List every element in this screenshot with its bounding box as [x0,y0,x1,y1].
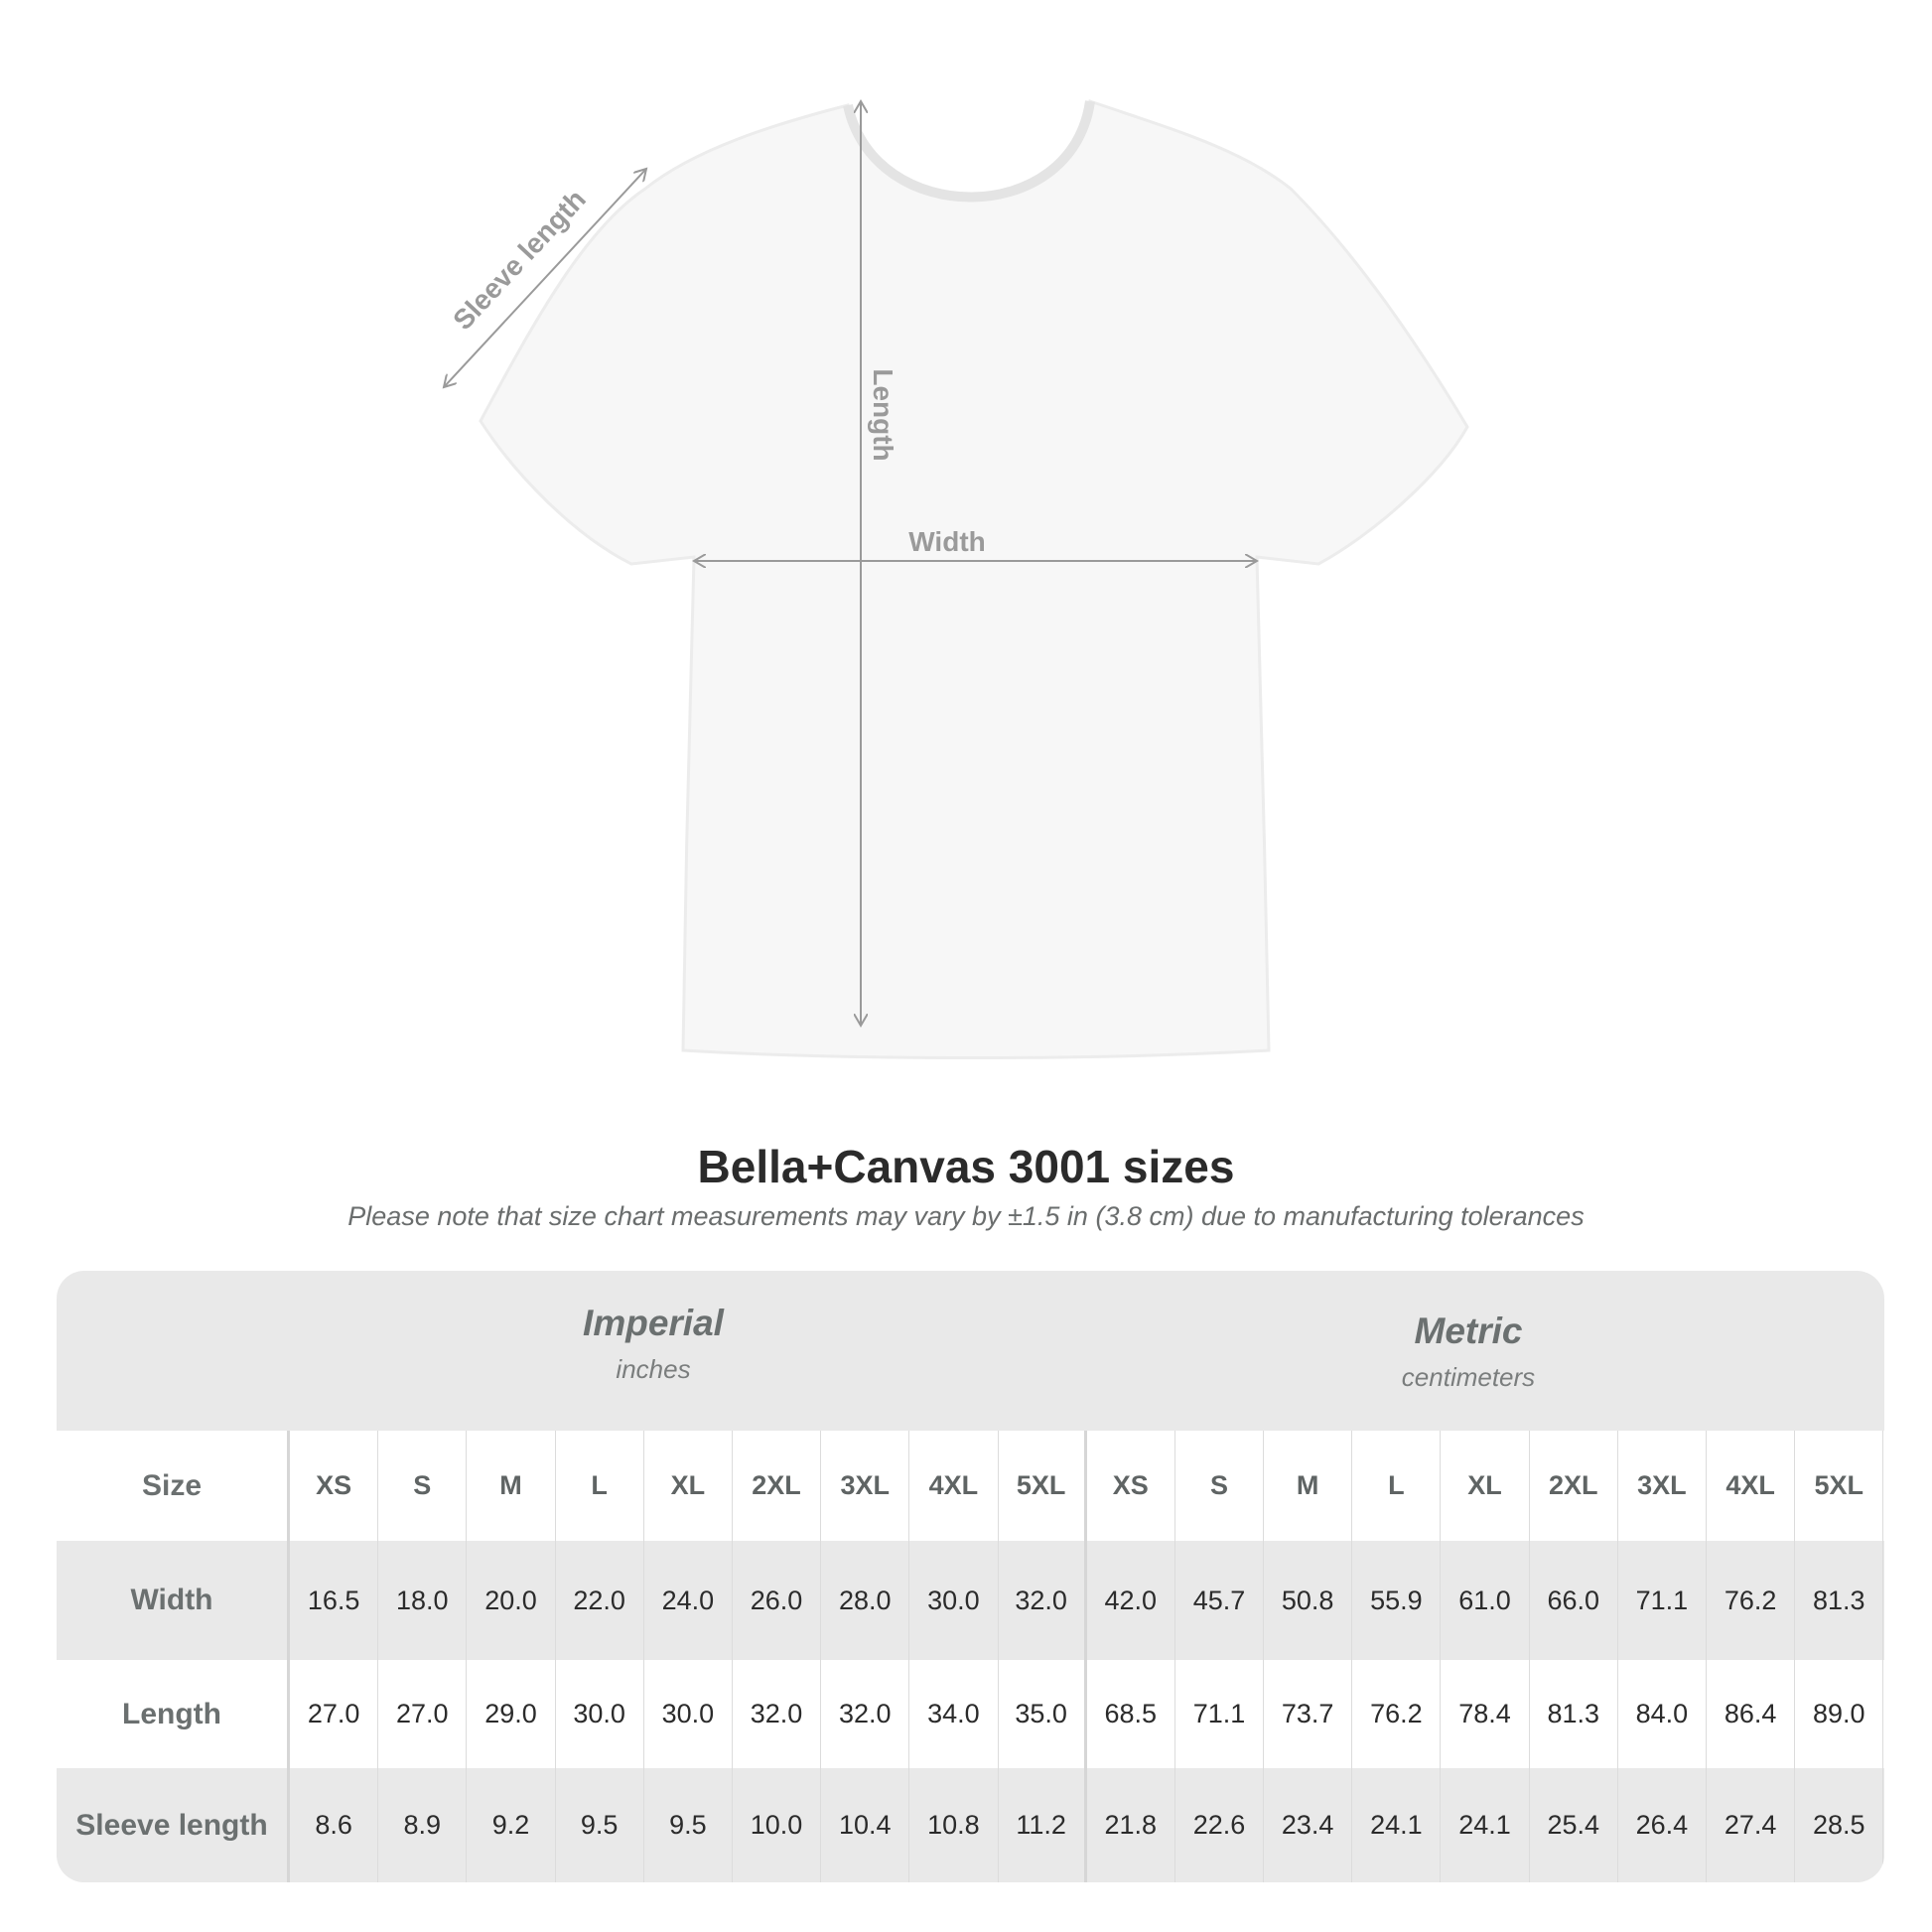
size-table: Imperial inches Metric centimeters Size X… [57,1271,1884,1882]
table-cell: 45.7 [1175,1541,1265,1660]
metric-unit: centimeters [1401,1362,1536,1392]
width-row: Width 16.5 18.0 20.0 22.0 24.0 26.0 28.0 30.0 32.… [57,1541,1884,1660]
table-cell: 28.0 [821,1541,910,1660]
table-cell: 30.0 [909,1541,999,1660]
table-cell: 8.9 [378,1768,468,1882]
table-cell: 30.0 [556,1660,644,1768]
table-cell: 10.0 [733,1768,822,1882]
size-header-row: Size XS S M L XL 2XL 3XL 4XL 5XL XS S M L XL 2XL 3XL 4XL 5… [57,1431,1884,1541]
size-header-cell: L [556,1431,644,1541]
table-cell: 68.5 [1087,1660,1175,1768]
table-cell: 26.4 [1618,1768,1707,1882]
table-cell: 9.2 [467,1768,556,1882]
imperial-title: Imperial [583,1303,724,1343]
row-label: Width [57,1541,290,1660]
table-cell: 32.0 [999,1541,1087,1660]
sleeve-length-row: Sleeve length 8.6 8.9 9.2 9.5 9.5 10.0 10.4 10.8… [57,1768,1884,1882]
table-cell: 24.1 [1441,1768,1530,1882]
row-label: Size [57,1431,290,1541]
table-cell: 22.6 [1175,1768,1265,1882]
table-cell: 9.5 [644,1768,733,1882]
table-cell: 32.0 [821,1660,910,1768]
size-header-cell: S [378,1431,468,1541]
table-cell: 16.5 [290,1541,379,1660]
table-cell: 81.3 [1795,1541,1884,1660]
table-cell: 11.2 [999,1768,1087,1882]
table-cell: 27.0 [290,1660,379,1768]
table-cell: 21.8 [1087,1768,1175,1882]
metric-title: Metric [1414,1311,1523,1351]
table-cell: 30.0 [644,1660,733,1768]
table-cell: 24.1 [1352,1768,1442,1882]
metric-header: Metric centimeters [1171,1311,1766,1393]
table-cell: 34.0 [909,1660,999,1768]
size-header-cell: XL [1441,1431,1530,1541]
table-cell: 71.1 [1618,1541,1707,1660]
table-cell: 55.9 [1352,1541,1442,1660]
row-label: Length [57,1660,290,1768]
table-cell: 27.4 [1707,1768,1796,1882]
table-cell: 10.4 [821,1768,910,1882]
table-cell: 61.0 [1441,1541,1530,1660]
size-header-cell: L [1352,1431,1442,1541]
size-header-cell: M [467,1431,556,1541]
table-cell: 50.8 [1264,1541,1353,1660]
size-header-cell: 2XL [733,1431,822,1541]
tshirt-diagram: Width Length Sleeve length [0,98,1469,1059]
size-header-cell: XS [290,1431,379,1541]
table-cell: 32.0 [733,1660,822,1768]
table-cell: 10.8 [909,1768,999,1882]
table-cell: 20.0 [467,1541,556,1660]
sleeve-measure-line [444,169,646,387]
size-header-cell: XL [644,1431,733,1541]
table-cell: 24.0 [644,1541,733,1660]
table-cell: 29.0 [467,1660,556,1768]
table-cell: 42.0 [1087,1541,1175,1660]
table-cell: 73.7 [1264,1660,1353,1768]
imperial-unit: inches [616,1354,691,1384]
size-header-cell: 5XL [1795,1431,1884,1541]
size-header-cell: M [1264,1431,1353,1541]
table-cell: 22.0 [556,1541,644,1660]
table-cell: 18.0 [378,1541,468,1660]
table-cell: 84.0 [1618,1660,1707,1768]
tshirt-image [479,98,1469,1059]
table-cell: 71.1 [1175,1660,1265,1768]
table-cell: 25.4 [1530,1768,1618,1882]
length-row: Length 27.0 27.0 29.0 30.0 30.0 32.0 32.0 34.0 35… [57,1660,1884,1768]
table-cell: 66.0 [1530,1541,1618,1660]
table-cell: 26.0 [733,1541,822,1660]
size-header-cell: 3XL [821,1431,910,1541]
table-cell: 78.4 [1441,1660,1530,1768]
table-cell: 28.5 [1795,1768,1884,1882]
width-label: Width [908,526,986,557]
row-label: Sleeve length [57,1768,290,1882]
table-cell: 27.0 [378,1660,468,1768]
table-cell: 86.4 [1707,1660,1796,1768]
size-header-cell: XS [1087,1431,1175,1541]
size-header-cell: 3XL [1618,1431,1707,1541]
table-cell: 76.2 [1352,1660,1442,1768]
size-header-cell: 5XL [999,1431,1087,1541]
table-cell: 81.3 [1530,1660,1618,1768]
table-cell: 35.0 [999,1660,1087,1768]
size-header-cell: 4XL [909,1431,999,1541]
page-title: Bella+Canvas 3001 sizes [697,1141,1235,1192]
size-header-cell: 2XL [1530,1431,1618,1541]
table-cell: 76.2 [1707,1541,1796,1660]
table-cell: 9.5 [556,1768,644,1882]
imperial-header: Imperial inches [355,1303,951,1385]
size-header-cell: S [1175,1431,1265,1541]
length-label: Length [868,368,898,461]
table-cell: 23.4 [1264,1768,1353,1882]
tolerance-note: Please note that size chart measurements… [347,1201,1585,1231]
table-cell: 8.6 [290,1768,379,1882]
size-header-cell: 4XL [1707,1431,1796,1541]
table-cell: 89.0 [1795,1660,1884,1768]
